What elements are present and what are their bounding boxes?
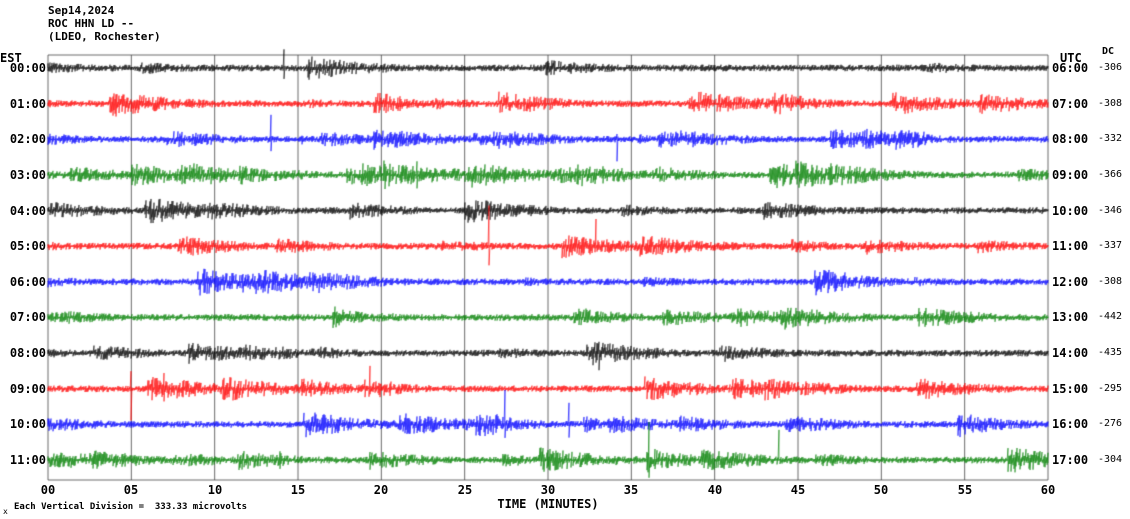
est-label: 06:00	[9, 275, 46, 289]
utc-label: 16:00	[1052, 417, 1089, 431]
x-tick-label: 30	[540, 483, 556, 497]
x-tick-label: 25	[457, 483, 473, 497]
title-block: Sep14,2024 ROC HHN LD -- (LDEO, Rocheste…	[48, 4, 161, 43]
dc-label: -306	[1098, 62, 1123, 73]
est-label: 11:00	[9, 453, 46, 467]
utc-label: 15:00	[1052, 382, 1089, 396]
dc-label: -304	[1098, 454, 1123, 465]
dc-axis-label: DC	[1102, 46, 1115, 57]
dc-label: -337	[1098, 240, 1123, 251]
utc-label: 14:00	[1052, 346, 1089, 360]
right-axis-label: UTC	[1060, 51, 1082, 65]
scale-marker: x	[3, 507, 8, 516]
network-title: (LDEO, Rochester)	[48, 30, 161, 43]
utc-label: 07:00	[1052, 97, 1089, 111]
utc-label: 17:00	[1052, 453, 1089, 467]
dc-label: -442	[1098, 311, 1123, 322]
dc-label: -435	[1098, 347, 1123, 358]
x-tick-label: 20	[373, 483, 389, 497]
x-tick-label: 45	[790, 483, 806, 497]
utc-label: 09:00	[1052, 168, 1089, 182]
utc-label: 13:00	[1052, 310, 1089, 324]
x-axis-title: TIME (MINUTES)	[497, 497, 599, 511]
dc-label: -295	[1098, 383, 1123, 394]
dc-label: -346	[1098, 205, 1123, 216]
x-tick-label: 10	[207, 483, 223, 497]
scale-note: Each Vertical Division = 333.33 microvol…	[14, 502, 247, 512]
x-tick-label: 05	[123, 483, 139, 497]
x-tick-label: 50	[873, 483, 889, 497]
dc-label: -308	[1098, 276, 1123, 287]
dc-label: -276	[1098, 418, 1123, 429]
est-label: 01:00	[9, 97, 46, 111]
est-label: 09:00	[9, 382, 46, 396]
station-title: ROC HHN LD --	[48, 17, 135, 30]
est-label: 02:00	[9, 132, 46, 146]
dc-label: -332	[1098, 133, 1123, 144]
est-label: 04:00	[9, 204, 46, 218]
utc-label: 11:00	[1052, 239, 1089, 253]
est-label: 00:00	[9, 61, 46, 75]
date-title: Sep14,2024	[48, 4, 115, 17]
x-tick-label: 35	[623, 483, 639, 497]
utc-label: 06:00	[1052, 61, 1089, 75]
left-axis-label: EST	[0, 51, 22, 65]
utc-label: 10:00	[1052, 204, 1089, 218]
utc-label: 08:00	[1052, 132, 1089, 146]
est-label: 07:00	[9, 310, 46, 324]
dc-label: -366	[1098, 169, 1123, 180]
x-tick-label: 55	[957, 483, 973, 497]
est-label: 10:00	[9, 417, 46, 431]
x-tick-label: 15	[290, 483, 306, 497]
est-label: 08:00	[9, 346, 46, 360]
dc-label: -308	[1098, 98, 1123, 109]
utc-label: 12:00	[1052, 275, 1089, 289]
est-label: 05:00	[9, 239, 46, 253]
x-tick-label: 00	[40, 483, 56, 497]
est-label: 03:00	[9, 168, 46, 182]
x-tick-label: 60	[1040, 483, 1056, 497]
x-tick-label: 40	[707, 483, 723, 497]
